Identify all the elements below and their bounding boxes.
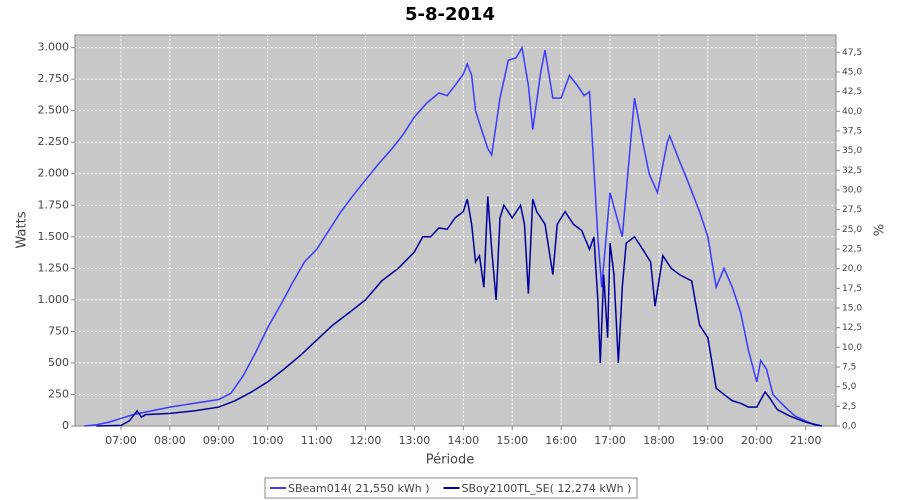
- x-tick-label: 21:00: [790, 434, 822, 447]
- x-tick-label: 15:00: [496, 434, 528, 447]
- y-tick-label: 2.000: [38, 167, 70, 180]
- x-tick-label: 08:00: [154, 434, 186, 447]
- y2-tick-label: 40,0: [842, 107, 862, 117]
- x-tick-label: 18:00: [643, 434, 675, 447]
- x-tick-label: 20:00: [741, 434, 773, 447]
- plot-border: [74, 34, 837, 427]
- chart-title: 5-8-2014: [405, 4, 495, 25]
- y-tick-label: 3.000: [38, 41, 70, 54]
- x-tick-label: 12:00: [350, 434, 382, 447]
- x-tick-label: 14:00: [447, 434, 479, 447]
- y2-tick-label: 5,0: [842, 382, 857, 392]
- y2-tick-label: 0,0: [842, 422, 857, 432]
- y-tick-label: 2.250: [38, 135, 70, 148]
- y-tick-label: 1.000: [38, 293, 70, 306]
- y2-tick-label: 17,5: [842, 284, 862, 294]
- x-tick-label: 07:00: [105, 434, 137, 447]
- y-tick-label: 1.750: [38, 198, 70, 211]
- x-tick-label: 09:00: [203, 434, 235, 447]
- y-tick-label: 2.500: [38, 104, 70, 117]
- y2-tick-label: 10,0: [842, 343, 862, 353]
- x-tick-label: 11:00: [301, 434, 333, 447]
- y2-tick-label: 27,5: [842, 205, 862, 215]
- x-tick-label: 10:00: [252, 434, 284, 447]
- y2-tick-label: 45,0: [842, 67, 862, 77]
- y2-tick-label: 12,5: [842, 323, 862, 333]
- x-tick-label: 19:00: [692, 434, 724, 447]
- y-tick-label: 2.750: [38, 72, 70, 85]
- y2-tick-label: 2,5: [842, 402, 856, 412]
- y2-tick-label: 47,5: [842, 48, 862, 58]
- y2-axis-label: %: [873, 224, 888, 236]
- y2-tick-label: 37,5: [842, 126, 862, 136]
- y2-tick-label: 7,5: [842, 362, 856, 372]
- x-axis-label: Période: [426, 453, 475, 468]
- y2-tick-label: 25,0: [842, 225, 862, 235]
- series-line: [84, 45, 822, 427]
- y2-tick-label: 15,0: [842, 303, 862, 313]
- x-tick-label: 16:00: [545, 434, 577, 447]
- y-tick-label: 250: [48, 387, 69, 400]
- legend-label: SBeam014( 21,550 kWh ): [288, 482, 430, 495]
- y-tick-label: 500: [48, 356, 69, 369]
- y-tick-label: 750: [48, 324, 69, 337]
- y-tick-label: 0: [62, 419, 69, 432]
- legend-label: SBoy2100TL_SE( 12,274 kWh ): [462, 482, 632, 495]
- x-tick-label: 13:00: [399, 434, 431, 447]
- x-tick-label: 17:00: [594, 434, 626, 447]
- series-line: [96, 196, 822, 427]
- y-tick-label: 1.250: [38, 261, 70, 274]
- y2-tick-label: 20,0: [842, 264, 862, 274]
- y2-tick-label: 35,0: [842, 146, 862, 156]
- y2-tick-label: 42,5: [842, 87, 862, 97]
- y-axis-label: Watts: [15, 211, 30, 248]
- y-tick-label: 1.500: [38, 230, 70, 243]
- y2-tick-label: 30,0: [842, 185, 862, 195]
- plot-area: [75, 35, 836, 426]
- y2-tick-label: 32,5: [842, 166, 862, 176]
- y2-tick-label: 22,5: [842, 244, 862, 254]
